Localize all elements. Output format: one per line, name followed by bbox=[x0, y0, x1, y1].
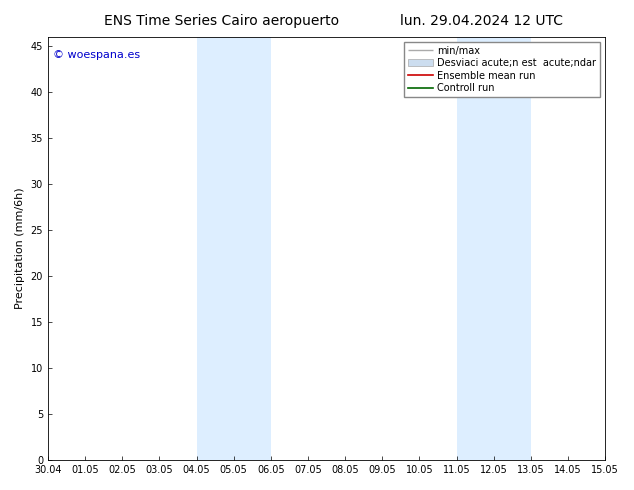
Bar bbox=[456, 37, 531, 460]
Text: lun. 29.04.2024 12 UTC: lun. 29.04.2024 12 UTC bbox=[400, 14, 564, 28]
Text: © woespana.es: © woespana.es bbox=[53, 50, 141, 60]
Text: ENS Time Series Cairo aeropuerto: ENS Time Series Cairo aeropuerto bbox=[105, 14, 339, 28]
Y-axis label: Precipitation (mm/6h): Precipitation (mm/6h) bbox=[15, 188, 25, 309]
Legend: min/max, Desviaci acute;n est  acute;ndar, Ensemble mean run, Controll run: min/max, Desviaci acute;n est acute;ndar… bbox=[404, 42, 600, 97]
Bar bbox=[197, 37, 271, 460]
